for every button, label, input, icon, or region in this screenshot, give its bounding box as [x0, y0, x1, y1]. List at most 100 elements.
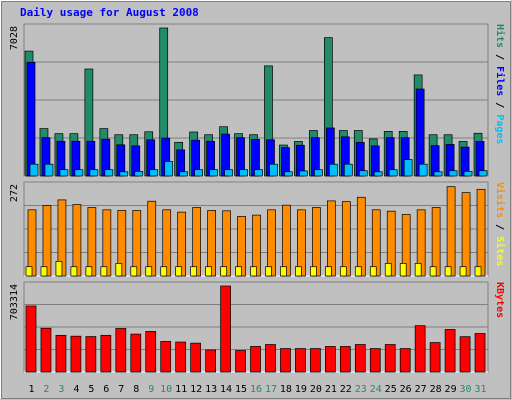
- bar-kbytes-day-11: [175, 341, 187, 373]
- bar-files-day-7: [116, 144, 126, 177]
- x-tick-label-29: 29: [445, 384, 457, 395]
- bar-kbytes-day-25: [384, 344, 396, 373]
- x-tick-label-7: 7: [118, 384, 124, 395]
- chart-title: Daily usage for August 2008: [20, 6, 199, 19]
- series-label-part: Hits: [494, 24, 506, 48]
- bar-sites-day-21: [325, 266, 332, 277]
- x-tick-label-13: 13: [205, 384, 217, 395]
- x-tick-label-27: 27: [415, 384, 427, 395]
- series-label-part: Files: [494, 66, 506, 96]
- bar-kbytes-day-20: [310, 348, 321, 373]
- bar-pages-day-27: [418, 163, 428, 177]
- bar-pages-day-19: [299, 170, 308, 177]
- bar-kbytes-day-9: [145, 331, 157, 373]
- bar-pages-day-14: [224, 169, 233, 177]
- x-tick-label-31: 31: [474, 384, 486, 395]
- bar-kbytes-day-1: [25, 305, 37, 373]
- x-tick-label-5: 5: [88, 384, 94, 395]
- bar-sites-day-26: [399, 263, 407, 277]
- x-tick-label-25: 25: [385, 384, 397, 395]
- bar-pages-day-8: [134, 171, 144, 177]
- bar-sites-day-1: [25, 266, 33, 277]
- bar-sites-day-12: [190, 266, 197, 277]
- bar-sites-day-4: [70, 266, 78, 277]
- series-label-hits: Hits / Files / Pages: [494, 24, 506, 144]
- bar-pages-day-15: [239, 169, 248, 177]
- bar-pages-day-17: [269, 163, 278, 177]
- bar-kbytes-day-3: [55, 334, 67, 373]
- panel-kbytes: 703314 KBytes: [9, 281, 505, 373]
- chart-panels: 7028 Hits / Files / Pages 272 Visits / Site…: [9, 23, 506, 373]
- bar-visits-day-20: [312, 207, 321, 277]
- bar-kbytes-day-17: [265, 344, 276, 373]
- bar-visits-day-18: [282, 204, 291, 277]
- bar-sites-day-28: [429, 266, 437, 277]
- bar-pages-day-16: [254, 169, 263, 177]
- x-tick-label-19: 19: [295, 384, 307, 395]
- bar-kbytes-day-13: [205, 349, 216, 373]
- series-label-part: Sites: [494, 236, 506, 266]
- bar-kbytes-day-18: [280, 348, 291, 373]
- x-tick-label-12: 12: [190, 384, 202, 395]
- panel-hits: 7028 Hits / Files / Pages: [9, 23, 506, 177]
- bar-visits-day-31: [476, 188, 486, 277]
- bar-sites-day-20: [310, 266, 317, 277]
- bar-visits-day-19: [297, 209, 306, 277]
- bar-visits-day-13: [207, 210, 216, 277]
- bar-kbytes-day-10: [160, 341, 172, 373]
- bar-visits-day-6: [102, 209, 112, 277]
- bar-pages-day-25: [388, 169, 398, 177]
- x-tick-label-17: 17: [265, 384, 277, 395]
- bar-kbytes-day-12: [190, 342, 201, 373]
- bar-visits-day-12: [192, 207, 201, 277]
- x-tick-label-1: 1: [28, 384, 34, 395]
- bar-kbytes-day-27: [414, 325, 426, 373]
- x-tick-label-3: 3: [58, 384, 64, 395]
- bar-visits-day-17: [267, 209, 276, 277]
- bar-pages-day-21: [329, 163, 338, 177]
- bar-sites-day-23: [354, 266, 362, 277]
- series-label-part: Visits: [494, 182, 506, 218]
- x-axis: 1 2 3 4 5 6 7 8 9 10 11 12 13 14 15 16 17 18 19 20 21 22 23 24 2…: [28, 384, 486, 395]
- series-label-separator: /: [494, 218, 505, 236]
- series-label-visits: Visits / Sites: [494, 182, 506, 266]
- bar-files-day-1: [26, 61, 36, 177]
- bar-visits-day-10: [162, 209, 172, 277]
- x-tick-label-24: 24: [370, 384, 382, 395]
- x-tick-label-6: 6: [103, 384, 109, 395]
- bar-visits-day-28: [431, 207, 441, 277]
- x-tick-label-4: 4: [73, 384, 79, 395]
- bar-visits-day-2: [42, 205, 52, 277]
- x-tick-label-26: 26: [400, 384, 412, 395]
- bar-kbytes-day-2: [40, 327, 52, 373]
- bar-sites-day-17: [265, 266, 272, 277]
- bar-pages-day-30: [463, 171, 473, 177]
- bar-kbytes-day-21: [325, 346, 336, 373]
- series-label-separator: /: [494, 96, 505, 114]
- series-label-part: KBytes: [494, 282, 505, 318]
- x-tick-label-16: 16: [250, 384, 262, 395]
- bar-kbytes-day-23: [354, 344, 366, 373]
- bar-sites-day-6: [100, 266, 108, 277]
- bar-pages-day-3: [59, 169, 69, 177]
- bar-kbytes-day-5: [85, 336, 97, 373]
- x-tick-label-22: 22: [340, 384, 352, 395]
- bar-pages-day-2: [44, 163, 54, 177]
- bar-visits-day-5: [87, 207, 97, 277]
- x-tick-label-8: 8: [133, 384, 139, 395]
- bar-sites-day-11: [175, 266, 183, 277]
- bar-sites-day-24: [369, 266, 377, 277]
- x-tick-label-23: 23: [355, 384, 367, 395]
- series-label-separator: /: [494, 48, 505, 66]
- bar-files-day-27: [415, 88, 425, 177]
- bar-pages-day-22: [343, 163, 353, 177]
- bar-pages-day-7: [119, 171, 129, 177]
- bar-pages-day-6: [104, 169, 114, 177]
- bar-kbytes-day-24: [369, 348, 381, 373]
- x-tick-label-14: 14: [220, 384, 232, 395]
- bar-sites-day-13: [205, 266, 212, 277]
- x-tick-label-28: 28: [430, 384, 442, 395]
- bar-sites-day-15: [235, 266, 242, 277]
- bar-pages-day-31: [478, 170, 488, 177]
